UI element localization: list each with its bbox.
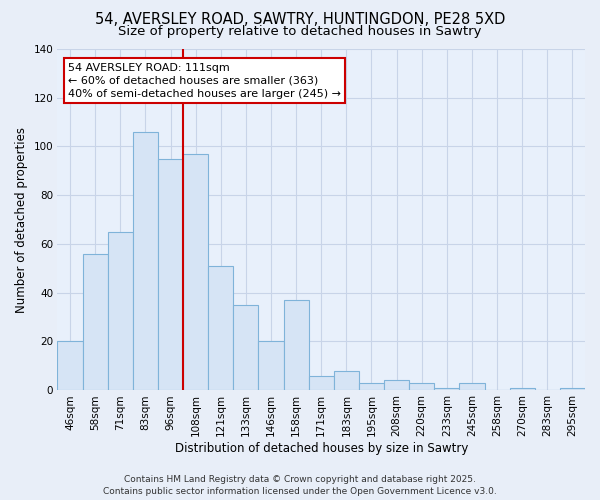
Bar: [158, 158, 183, 390]
Bar: [233, 305, 259, 390]
Bar: [284, 300, 308, 390]
Bar: [183, 154, 208, 390]
Y-axis label: Number of detached properties: Number of detached properties: [15, 126, 28, 312]
Text: 54 AVERSLEY ROAD: 111sqm
← 60% of detached houses are smaller (363)
40% of semi-: 54 AVERSLEY ROAD: 111sqm ← 60% of detach…: [68, 62, 341, 99]
Bar: [434, 388, 460, 390]
Bar: [108, 232, 133, 390]
Bar: [409, 383, 434, 390]
X-axis label: Distribution of detached houses by size in Sawtry: Distribution of detached houses by size …: [175, 442, 468, 455]
Bar: [509, 388, 535, 390]
Bar: [334, 370, 359, 390]
Bar: [308, 376, 334, 390]
Text: 54, AVERSLEY ROAD, SAWTRY, HUNTINGDON, PE28 5XD: 54, AVERSLEY ROAD, SAWTRY, HUNTINGDON, P…: [95, 12, 505, 28]
Bar: [133, 132, 158, 390]
Bar: [58, 342, 83, 390]
Bar: [83, 254, 108, 390]
Bar: [208, 266, 233, 390]
Bar: [384, 380, 409, 390]
Bar: [460, 383, 485, 390]
Bar: [359, 383, 384, 390]
Bar: [259, 342, 284, 390]
Bar: [560, 388, 585, 390]
Text: Size of property relative to detached houses in Sawtry: Size of property relative to detached ho…: [118, 24, 482, 38]
Text: Contains HM Land Registry data © Crown copyright and database right 2025.
Contai: Contains HM Land Registry data © Crown c…: [103, 474, 497, 496]
